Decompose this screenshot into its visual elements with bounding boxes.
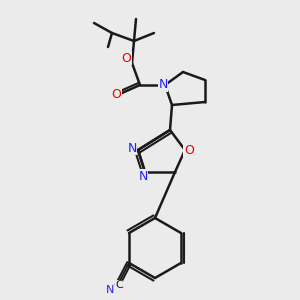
Text: O: O: [121, 52, 131, 64]
Text: N: N: [158, 79, 168, 92]
Text: C: C: [115, 280, 123, 290]
Text: N: N: [138, 169, 148, 182]
Text: O: O: [111, 88, 121, 100]
Text: N: N: [106, 285, 114, 295]
Text: N: N: [127, 142, 137, 154]
Text: O: O: [184, 143, 194, 157]
